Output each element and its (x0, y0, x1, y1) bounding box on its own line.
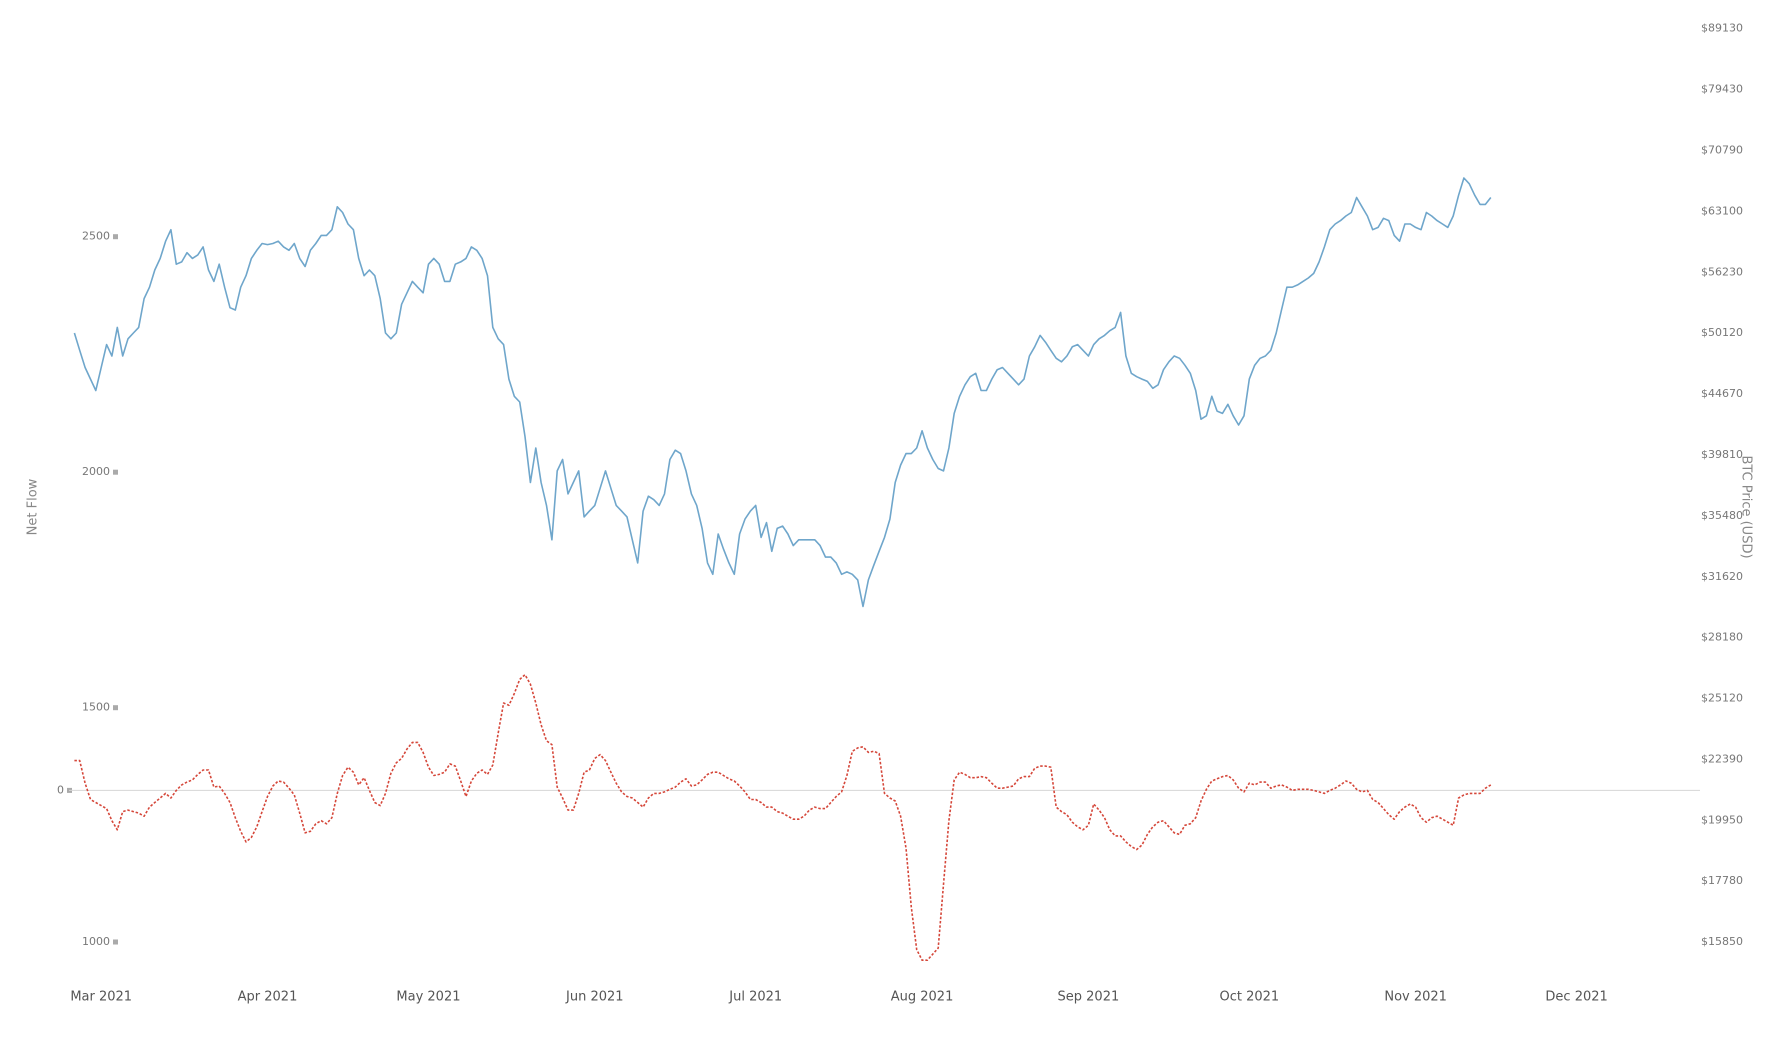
x-tick-label: May 2021 (396, 990, 460, 1005)
y-tick-mark (113, 469, 118, 475)
x-tick-label: Mar 2021 (70, 990, 132, 1005)
y-tick-label: 0 (57, 783, 64, 796)
y2-tick-label: $44670 (1701, 387, 1743, 400)
y2-tick-label: $22390 (1701, 752, 1743, 765)
y-axis-title: Net Flow (26, 478, 41, 535)
series-line (74, 673, 1492, 961)
y2-tick-label: $39810 (1701, 448, 1743, 461)
x-tick-label: Aug 2021 (891, 990, 954, 1005)
y-tick-label: 1500 (82, 701, 110, 714)
y-tick-mark (113, 234, 118, 240)
series-line (73, 177, 1492, 608)
x-tick-label: Nov 2021 (1384, 990, 1447, 1005)
y2-tick-label: $25120 (1701, 691, 1743, 704)
y2-tick-label: $17780 (1701, 874, 1743, 887)
y-tick-label: 2000 (82, 465, 110, 478)
y2-axis-title: BTC Price (USD) (1739, 455, 1754, 558)
x-tick-label: Dec 2021 (1545, 990, 1607, 1005)
y-tick-mark (113, 705, 118, 711)
y2-tick-label: $31620 (1701, 570, 1743, 583)
y2-tick-label: $15850 (1701, 935, 1743, 948)
y2-tick-label: $35480 (1701, 509, 1743, 522)
y-tick-label: 2500 (82, 230, 110, 243)
y2-tick-label: $63100 (1701, 204, 1743, 217)
x-tick-label: Apr 2021 (238, 990, 298, 1005)
y-tick-label: 1000 (82, 935, 110, 948)
y2-tick-label: $79430 (1701, 83, 1743, 96)
x-tick-label: Jun 2021 (565, 990, 624, 1005)
x-tick-label: Jul 2021 (728, 990, 782, 1005)
y2-tick-label: $89130 (1701, 22, 1743, 35)
y2-tick-label: $28180 (1701, 631, 1743, 644)
x-tick-label: Sep 2021 (1058, 990, 1120, 1005)
x-tick-label: Oct 2021 (1219, 990, 1279, 1005)
y2-tick-label: $56230 (1701, 265, 1743, 278)
y2-tick-label: $70790 (1701, 144, 1743, 157)
y2-tick-label: $19950 (1701, 813, 1743, 826)
y-tick-mark (113, 939, 118, 945)
y2-tick-label: $50120 (1701, 326, 1743, 339)
